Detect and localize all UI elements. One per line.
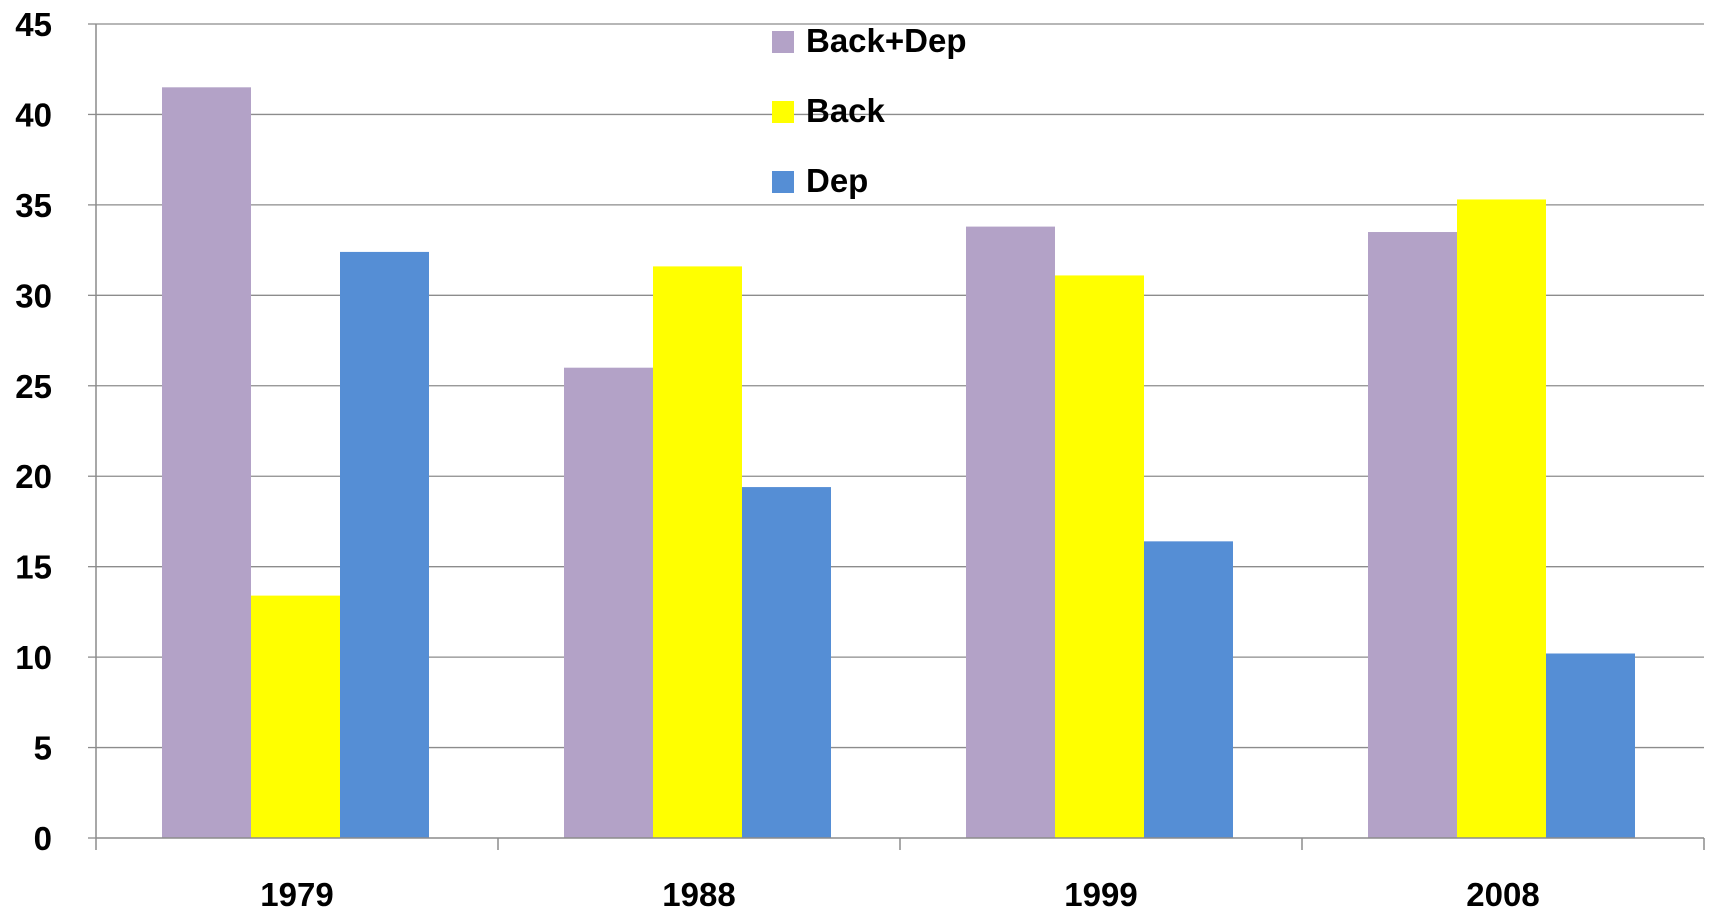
y-tick-label: 20	[15, 458, 52, 495]
x-tick-label: 1999	[1064, 876, 1137, 912]
legend-label: Dep	[806, 162, 868, 199]
x-tick-label: 1988	[662, 876, 735, 912]
bar-back-1988	[653, 266, 742, 838]
y-tick-label: 15	[15, 549, 52, 586]
bar-dep-2008	[1546, 653, 1635, 838]
x-tick-labels: 1979 1988 1999 2008	[260, 876, 1539, 913]
legend: Back+Dep Back Dep	[772, 22, 967, 199]
bar-back-dep-1988	[564, 367, 653, 838]
legend-label: Back	[806, 92, 886, 129]
bar-back-1999	[1055, 275, 1144, 838]
bar-back-2008	[1457, 199, 1546, 838]
legend-swatch	[772, 101, 794, 123]
bar-back-dep-1999	[966, 226, 1055, 838]
x-tick-label: 1979	[260, 876, 333, 912]
bar-dep-1988	[742, 487, 831, 838]
legend-swatch	[772, 31, 794, 53]
y-tick-label: 40	[15, 96, 52, 133]
bar-dep-1979	[340, 251, 429, 839]
bar-back-1979	[251, 595, 340, 838]
legend-label: Back+Dep	[806, 22, 967, 59]
y-tick-labels: 0 5 10 15 20 25 30 35 40 45	[15, 6, 52, 857]
y-tick-label: 10	[15, 639, 52, 676]
y-tick-label: 30	[15, 277, 52, 314]
legend-swatch	[772, 171, 794, 193]
y-tick-label: 25	[15, 368, 52, 405]
y-tick-label: 0	[34, 820, 52, 857]
bar-back-dep-1979	[162, 87, 251, 839]
y-tick-label: 5	[34, 730, 52, 767]
y-tick-label: 45	[15, 6, 52, 43]
x-tick-label: 2008	[1466, 876, 1539, 912]
bar-back-dep-2008	[1368, 232, 1457, 838]
axes	[88, 23, 1705, 850]
bars	[162, 87, 1635, 839]
bar-dep-1999	[1144, 541, 1233, 838]
y-tick-label: 35	[15, 187, 52, 224]
